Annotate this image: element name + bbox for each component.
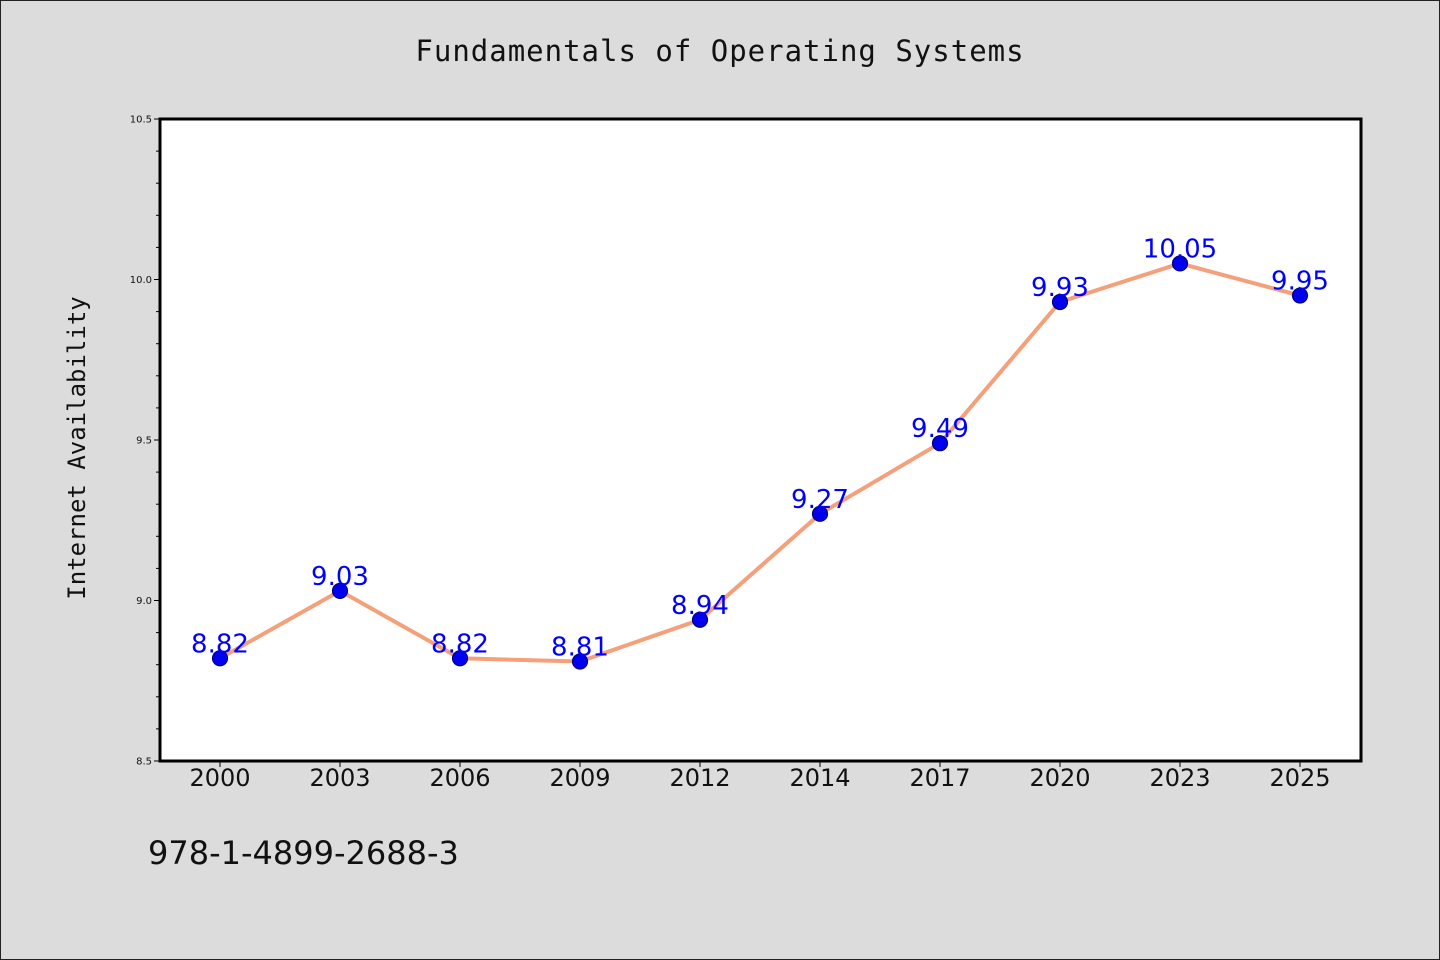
data-point — [571, 653, 589, 670]
data-label: 10.05 — [1143, 234, 1217, 264]
plot-area — [160, 119, 1361, 761]
y-tick-label: 9.0 — [136, 596, 152, 607]
chart-title: Fundamentals of Operating Systems — [415, 34, 1025, 68]
x-tick-label: 2012 — [669, 764, 730, 792]
data-markers — [211, 255, 1309, 670]
x-tick-label: 2023 — [1149, 764, 1210, 792]
data-labels: 8.82 9.03 8.82 8.81 8.94 9.27 9.49 9.93 10.05 9.9… — [191, 234, 1329, 662]
data-label: 9.95 — [1271, 267, 1329, 297]
data-label: 9.49 — [911, 414, 969, 444]
data-label: 8.82 — [191, 629, 249, 659]
y-tick-label: 10.0 — [130, 275, 152, 286]
x-tick-label: 2025 — [1269, 764, 1330, 792]
x-tick-label: 2020 — [1029, 764, 1090, 792]
data-point — [451, 650, 469, 667]
plot-border — [158, 117, 1363, 763]
data-point — [931, 435, 949, 452]
data-label: 8.81 — [551, 632, 609, 662]
data-point — [1171, 255, 1189, 272]
isbn-text: 978-1-4899-2688-3 — [148, 834, 459, 872]
data-label: 8.94 — [671, 591, 729, 621]
x-tick-label: 2003 — [309, 764, 370, 792]
y-axis-label: Internet Availability — [63, 296, 91, 599]
data-label: 9.93 — [1031, 273, 1089, 303]
x-tick-label: 2014 — [789, 764, 850, 792]
data-label: 9.27 — [791, 485, 849, 515]
x-tick-label: 2017 — [909, 764, 970, 792]
y-tick-label: 10.5 — [130, 115, 152, 126]
x-tick-label: 2009 — [549, 764, 610, 792]
x-tick-label: 2006 — [429, 764, 490, 792]
y-axis-ticks: 8.5 9.0 9.5 10.0 10.5 — [130, 115, 160, 768]
data-label: 9.03 — [311, 562, 369, 592]
data-point — [691, 611, 709, 628]
data-point — [211, 650, 229, 667]
data-point — [331, 582, 349, 599]
data-point — [1051, 293, 1069, 311]
series-line — [219, 261, 1301, 664]
data-point — [811, 505, 829, 522]
x-tick-label: 2000 — [189, 764, 250, 792]
data-point — [1291, 287, 1309, 304]
y-tick-label: 9.5 — [136, 436, 152, 447]
x-axis-ticks: 2000 2003 2006 2009 2012 2014 2017 2020 2023 2025 — [189, 761, 1331, 792]
data-label: 8.82 — [431, 629, 489, 659]
y-tick-label: 8.5 — [136, 757, 152, 768]
